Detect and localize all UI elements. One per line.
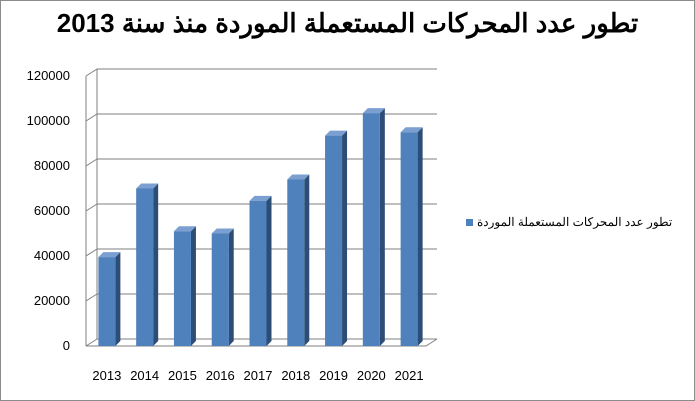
- bar-side: [342, 130, 348, 346]
- y-tick-label: 120000: [27, 68, 70, 83]
- bar: [287, 179, 305, 346]
- x-tick-label: 2020: [357, 368, 386, 383]
- gridline-depth: [85, 158, 98, 167]
- bar-top: [287, 174, 310, 180]
- y-tick-label: 0: [63, 338, 70, 353]
- legend-swatch: [466, 218, 473, 226]
- x-tick-label: 2019: [319, 368, 348, 383]
- x-axis-floor: [86, 338, 438, 347]
- bar-side: [417, 127, 423, 346]
- x-tick-label: 2014: [130, 368, 159, 383]
- bar: [136, 188, 154, 346]
- bar-top: [211, 228, 234, 234]
- bar: [98, 257, 116, 346]
- y-tick-label: 60000: [34, 203, 70, 218]
- bar-side: [379, 108, 385, 346]
- x-tick-label: 2018: [281, 368, 310, 383]
- bar-top: [400, 127, 423, 133]
- gridline-depth: [85, 248, 98, 257]
- bar-side: [153, 183, 159, 346]
- bar: [173, 231, 191, 346]
- bar: [325, 135, 343, 346]
- bar-side: [266, 195, 272, 346]
- bar-side: [304, 174, 310, 346]
- bar: [362, 113, 380, 346]
- bar-top: [362, 108, 385, 114]
- bar-top: [136, 183, 159, 189]
- y-tick-label: 40000: [34, 248, 70, 263]
- x-tick-label: 2013: [92, 368, 121, 383]
- bar-top: [325, 130, 348, 136]
- bar-side: [228, 228, 234, 346]
- gridline-depth: [85, 68, 98, 77]
- bar-side: [115, 252, 121, 346]
- x-tick-label: 2016: [206, 368, 235, 383]
- legend: تطور عدد المحركات المستعملة الموردة: [466, 215, 672, 229]
- bar-top: [173, 226, 196, 232]
- gridline-depth: [85, 113, 98, 122]
- y-tick-label: 20000: [34, 293, 70, 308]
- bar-layer: [98, 108, 423, 346]
- x-tick-label: 2015: [168, 368, 197, 383]
- gridline-depth: [85, 293, 98, 302]
- bar-top: [249, 195, 272, 201]
- bar: [249, 200, 267, 346]
- bar-side: [190, 226, 196, 346]
- bar: [400, 132, 418, 346]
- bar: [211, 233, 229, 346]
- gridline-depth: [85, 203, 98, 212]
- label-layer: 0 20000 40000 60000 80000 100000 120000 2013 201…: [27, 68, 424, 383]
- y-tick-label: 80000: [34, 158, 70, 173]
- y-tick-label: 100000: [27, 113, 70, 128]
- gridline-depth: [85, 338, 98, 347]
- x-tick-label: 2021: [395, 368, 424, 383]
- bar-top: [98, 252, 121, 258]
- legend-label: تطور عدد المحركات المستعملة الموردة: [477, 215, 673, 229]
- x-tick-label: 2017: [244, 368, 273, 383]
- chart-title: تطور عدد المحركات المستعملة الموردة منذ …: [56, 8, 639, 38]
